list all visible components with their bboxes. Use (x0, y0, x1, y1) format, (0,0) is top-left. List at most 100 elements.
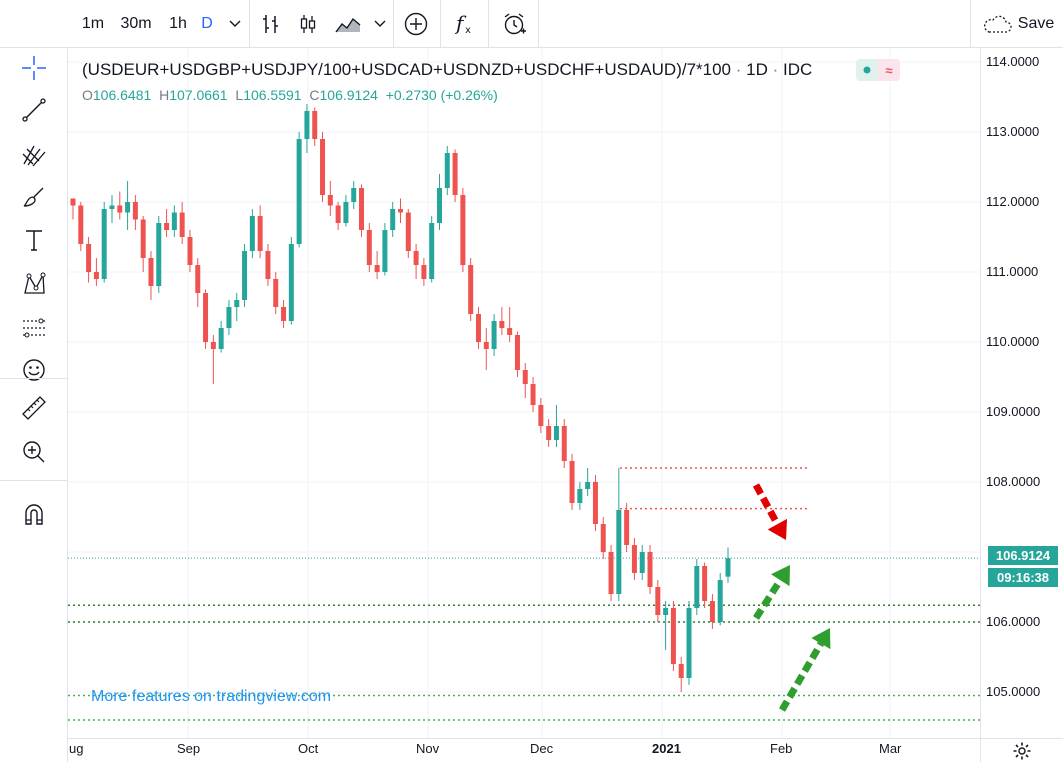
brush-tool[interactable] (14, 178, 54, 214)
last-price-tag: 106.9124 (988, 546, 1058, 565)
candle-body (320, 139, 326, 195)
candles (70, 104, 731, 692)
candle-body (304, 111, 310, 139)
interval-1h[interactable]: 1h (163, 0, 193, 48)
candle-body (281, 307, 287, 321)
price-tick: 113.0000 (986, 124, 1040, 139)
candle-body (592, 482, 598, 524)
area-style-button[interactable] (330, 0, 366, 48)
candle-body (242, 251, 248, 300)
time-axis[interactable] (68, 738, 980, 762)
change-value: +0.2730 (+0.26%) (385, 87, 498, 103)
legend-status-chip[interactable]: ≈ (856, 59, 900, 81)
candle-body (514, 335, 520, 370)
pitchfork-icon (22, 145, 46, 167)
candle-body (429, 223, 435, 279)
toolbar-divider (249, 0, 250, 48)
trend-line-icon (22, 98, 46, 122)
emoji-tool[interactable] (14, 352, 54, 388)
candle-body (694, 566, 700, 608)
candle-body (86, 244, 92, 272)
measure-tool[interactable] (14, 390, 54, 426)
magnet-tool[interactable] (14, 496, 54, 532)
countdown-tag: 09:16:38 (988, 568, 1058, 587)
toolbar-divider (538, 0, 539, 48)
candle-body (109, 205, 115, 209)
level-lines (68, 467, 980, 721)
plus-circle-icon (404, 12, 428, 36)
candle-body (702, 566, 708, 601)
zoom-tool[interactable] (14, 434, 54, 470)
interval-1m[interactable]: 1m (78, 0, 108, 48)
candle-body (421, 265, 427, 279)
price-tick: 108.0000 (986, 474, 1041, 489)
candle-body (343, 202, 349, 223)
trend-line-tool[interactable] (14, 92, 54, 128)
candle-body (647, 552, 653, 587)
candle-body (491, 321, 497, 349)
interval-d[interactable]: D (196, 0, 218, 48)
low-key: L (235, 87, 244, 103)
price-chart[interactable] (68, 48, 980, 738)
time-tick: Feb (770, 741, 793, 756)
chart-settings-button[interactable] (980, 738, 1063, 762)
candle-body (725, 558, 731, 577)
chart-grid (68, 48, 980, 738)
candle-body (273, 279, 279, 307)
price-tick: 114.0000 (986, 54, 1040, 69)
symbol-legend[interactable]: (USDEUR+USDGBP+USDJPY/100+USDCAD+USDNZD+… (82, 60, 813, 79)
candle-body (709, 601, 715, 622)
tradingview-link[interactable]: More features on tradingview.com (91, 688, 332, 705)
crosshair-tool[interactable] (14, 50, 54, 86)
green-up-arrow-upper (753, 565, 790, 620)
arrow-shaft (778, 641, 824, 712)
candle-body (132, 202, 138, 220)
candle-body (608, 552, 614, 594)
emoji-icon (23, 359, 45, 381)
candle-body (359, 188, 365, 230)
candle-body (460, 195, 466, 265)
forecast-tool[interactable] (14, 310, 54, 346)
pattern-tool[interactable] (14, 266, 54, 302)
interval-dropdown-button[interactable] (224, 0, 246, 48)
time-tick: Sep (177, 741, 201, 756)
candle-body (624, 510, 630, 545)
candle-body (600, 524, 606, 552)
candle-body (226, 307, 232, 328)
interval-label: 30m (120, 15, 152, 32)
candle-body (140, 219, 146, 258)
candle-body (366, 230, 372, 265)
text-icon (26, 230, 42, 251)
candle-body (413, 251, 419, 265)
candle-body (210, 342, 216, 349)
candle-body (203, 293, 209, 342)
toolbar-divider (0, 378, 67, 379)
save-button[interactable]: Save (978, 0, 1058, 48)
interval-30m[interactable]: 30m (115, 0, 157, 48)
candle-body (179, 212, 185, 237)
time-tick: ug (69, 741, 84, 756)
candle-body (390, 209, 396, 230)
magnet-icon (25, 504, 43, 525)
arrow-shaft (752, 483, 781, 526)
high-value: 107.0661 (169, 87, 228, 103)
compare-button[interactable] (398, 0, 434, 48)
text-tool[interactable] (14, 222, 54, 258)
chart-style-dropdown-button[interactable] (370, 0, 390, 48)
brush-icon (23, 187, 44, 207)
price-axis[interactable] (980, 48, 1063, 738)
alert-button[interactable] (494, 0, 534, 48)
arrow-head (771, 565, 790, 587)
candle-body (475, 314, 481, 342)
pitchfork-tool[interactable] (14, 136, 54, 172)
candle-style-button[interactable] (293, 0, 323, 48)
candle-body (546, 426, 552, 440)
candle-body (686, 608, 692, 678)
bar-style-button[interactable] (256, 0, 286, 48)
drawing-toolbar (0, 48, 68, 762)
toolbar-divider (488, 0, 489, 48)
chevron-down-icon (229, 20, 241, 27)
